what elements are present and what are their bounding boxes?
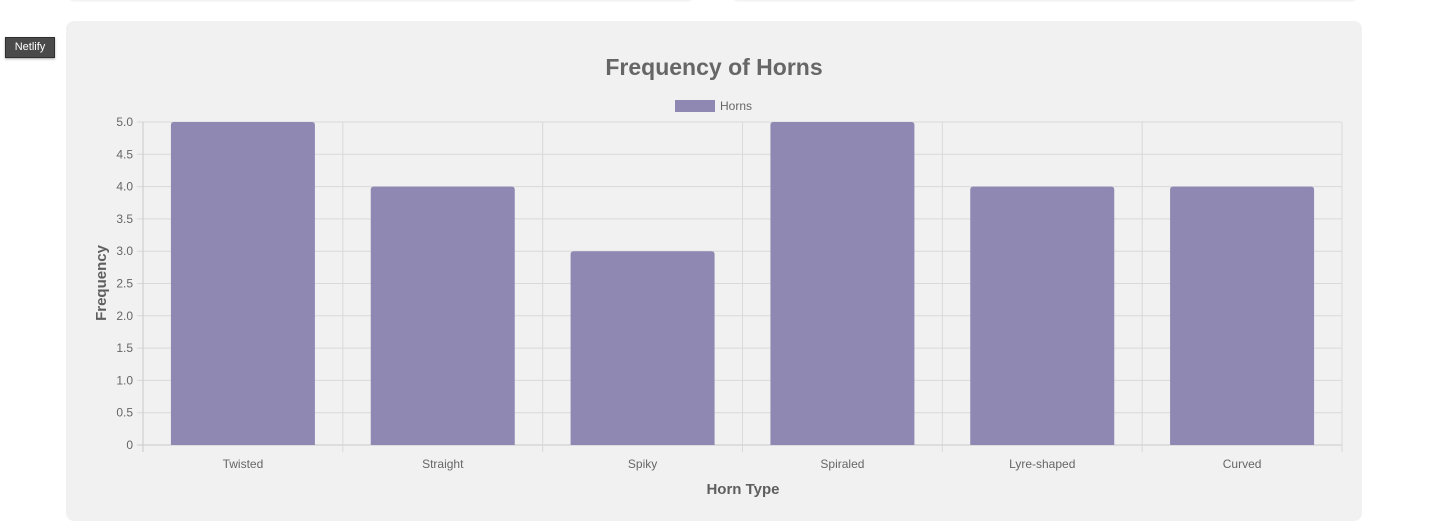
y-axis-title: Frequency bbox=[93, 244, 110, 321]
y-tick-label: 2.5 bbox=[116, 277, 133, 291]
y-tick-label: 4.0 bbox=[116, 180, 133, 194]
x-tick-label: Lyre-shaped bbox=[1009, 457, 1075, 471]
chart-title: Frequency of Horns bbox=[605, 54, 822, 80]
legend-swatch bbox=[675, 100, 715, 112]
y-tick-label: 3.5 bbox=[116, 212, 133, 226]
x-tick-label: Twisted bbox=[223, 457, 264, 471]
bar-lyre-shaped[interactable] bbox=[970, 186, 1115, 445]
x-tick-label: Curved bbox=[1223, 457, 1262, 471]
y-tick-labels: 0 0.5 1.0 1.5 2.0 2.5 3.0 3.5 4.0 4.5 5.0 bbox=[116, 115, 133, 452]
y-tick-label: 2.0 bbox=[116, 309, 133, 323]
bar-chart: Frequency of Horns Horns 0 0.5 1.0 1.5 2.0 2.… bbox=[93, 54, 1343, 498]
bar-twisted[interactable] bbox=[170, 122, 315, 445]
grid bbox=[137, 121, 1343, 452]
bar-curved[interactable] bbox=[1170, 186, 1315, 445]
y-tick-label: 0 bbox=[126, 438, 133, 452]
x-axis-title: Horn Type bbox=[706, 481, 779, 498]
x-tick-label: Spiky bbox=[628, 457, 657, 471]
y-tick-label: 1.0 bbox=[116, 373, 133, 387]
netlify-badge[interactable]: Netlify bbox=[5, 37, 55, 58]
legend[interactable]: Horns bbox=[675, 99, 752, 113]
y-tick-label: 5.0 bbox=[116, 115, 133, 129]
chart-card: Frequency of Horns Horns 0 0.5 1.0 1.5 2.0 2.… bbox=[66, 21, 1362, 521]
y-tick-label: 4.5 bbox=[116, 147, 133, 161]
bar-spiky[interactable] bbox=[570, 251, 715, 445]
y-tick-label: 1.5 bbox=[116, 341, 133, 355]
bars bbox=[170, 122, 1315, 445]
bar-spiraled[interactable] bbox=[770, 122, 915, 445]
bar-straight[interactable] bbox=[370, 186, 515, 445]
y-tick-label: 0.5 bbox=[116, 406, 133, 420]
y-tick-label: 3.0 bbox=[116, 244, 133, 258]
x-tick-labels: Twisted Straight Spiky Spiraled Lyre-shaped C… bbox=[223, 457, 1262, 471]
legend-label: Horns bbox=[720, 99, 752, 113]
x-tick-label: Spiraled bbox=[820, 457, 864, 471]
x-tick-label: Straight bbox=[422, 457, 464, 471]
